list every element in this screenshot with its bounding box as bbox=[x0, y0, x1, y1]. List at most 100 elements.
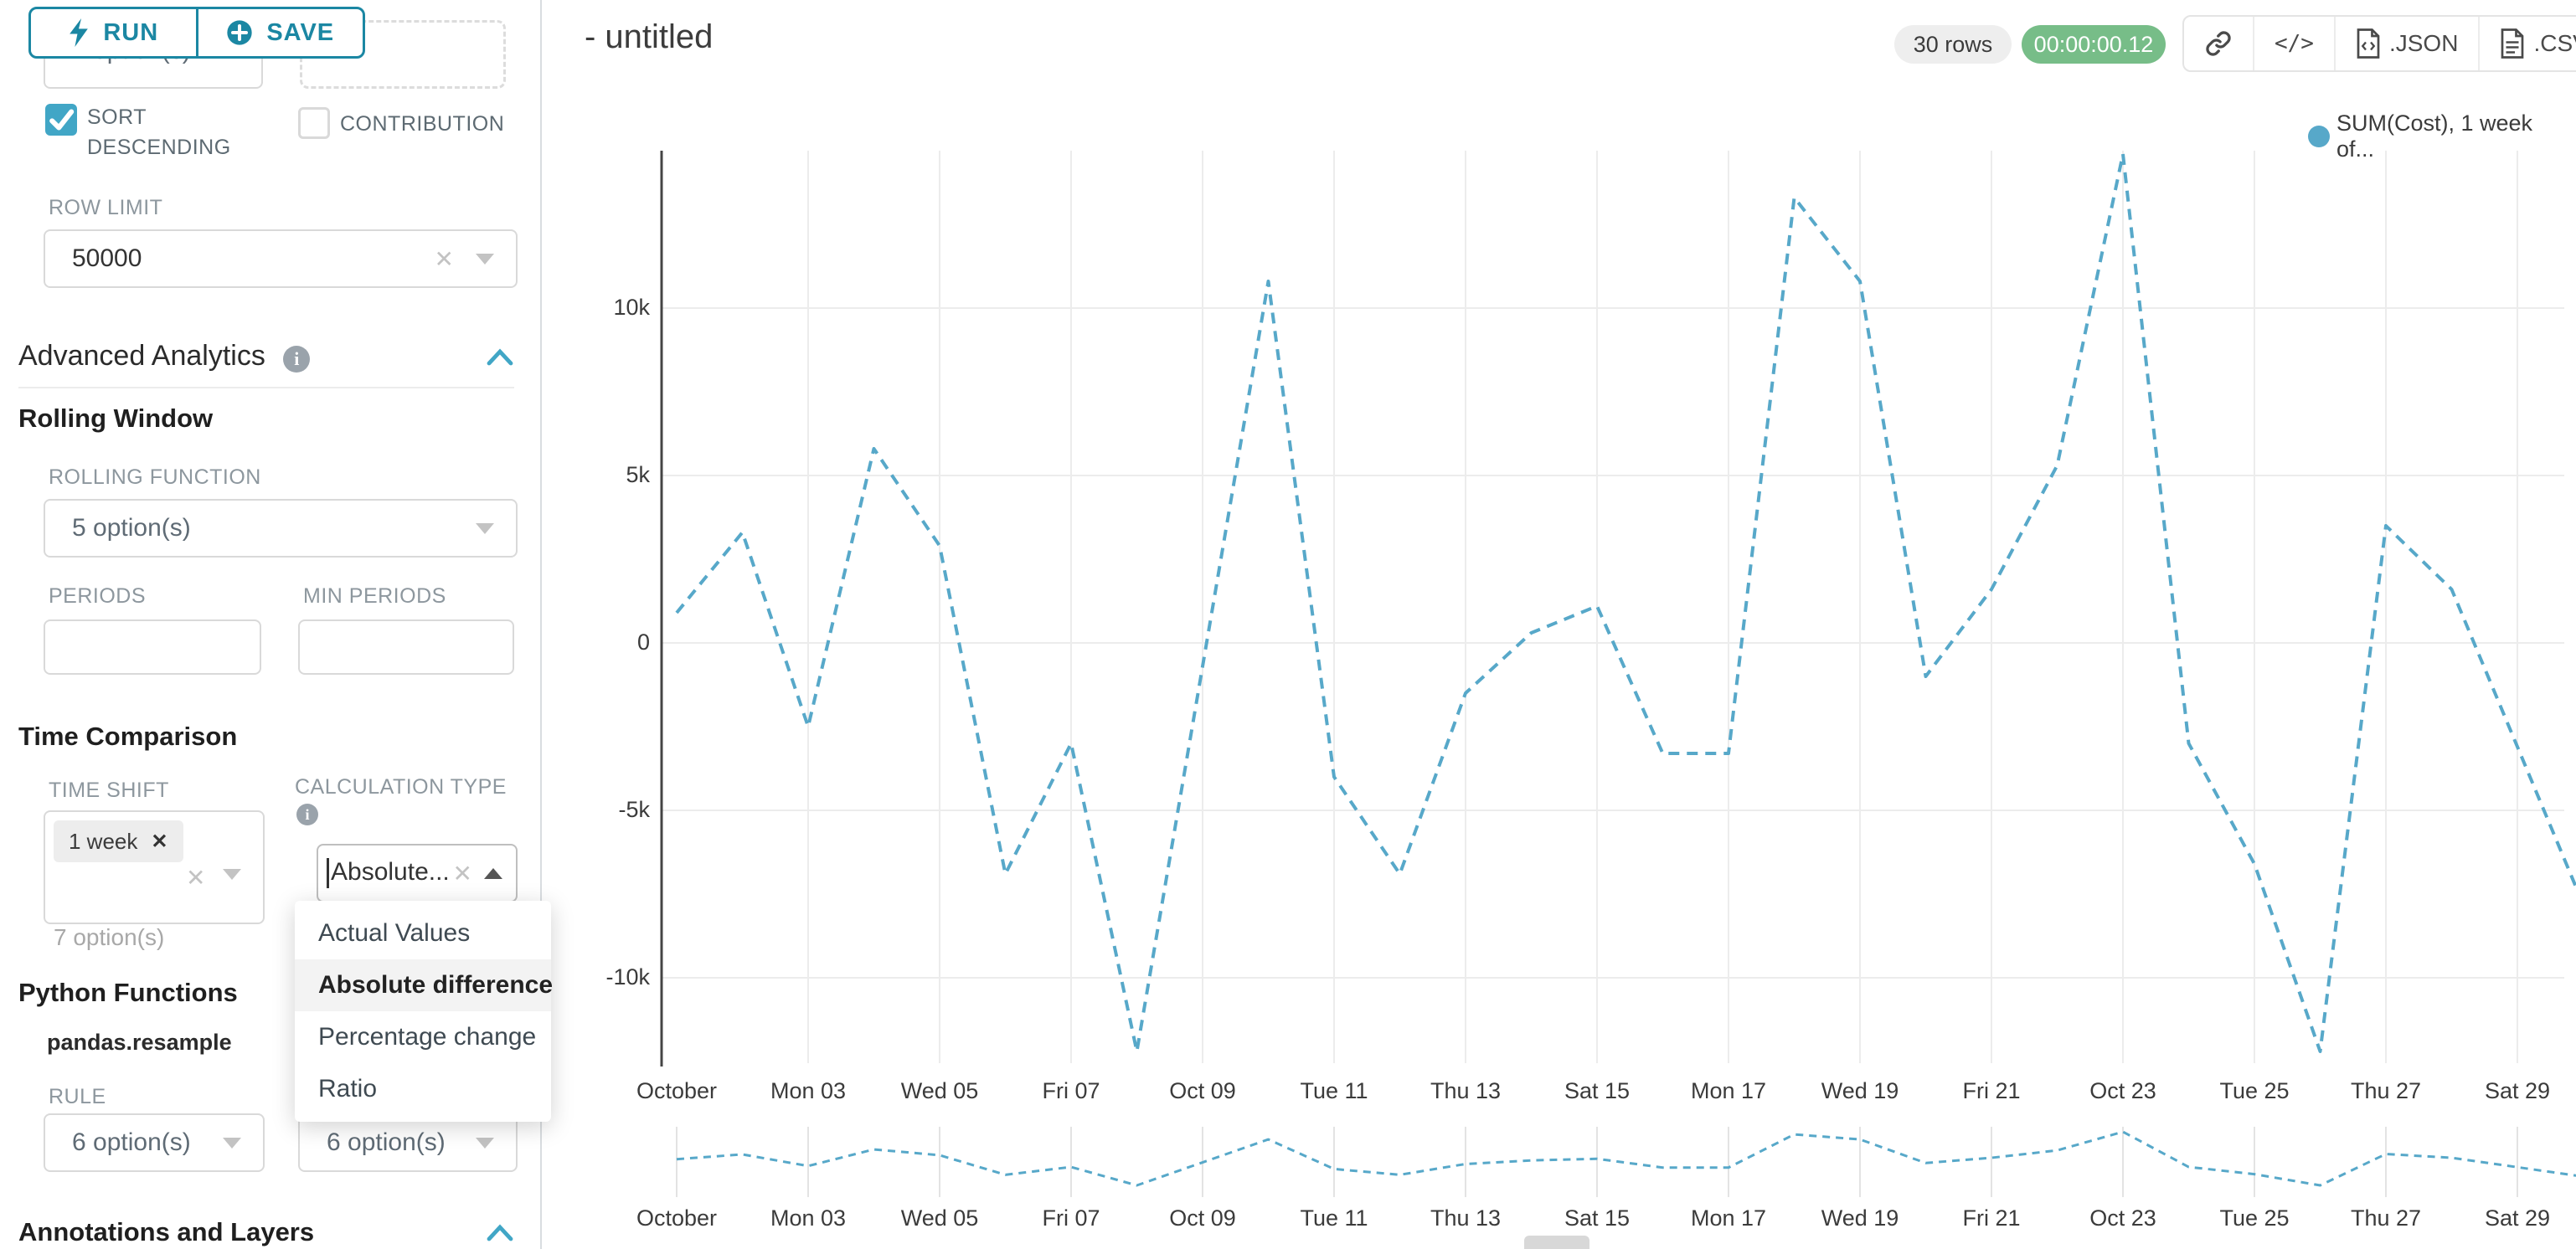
export-csv-label: .CSV bbox=[2533, 30, 2576, 56]
x-tick-label: Oct 09 bbox=[1169, 1205, 1236, 1231]
x-tick-label: Fri 07 bbox=[1042, 1205, 1100, 1231]
export-json-button[interactable]: .JSON bbox=[2333, 17, 2478, 70]
run-save-button-group: RUN SAVE bbox=[28, 7, 365, 59]
x-tick-label: Fri 21 bbox=[1962, 1078, 2021, 1103]
y-tick-label: 5k bbox=[626, 462, 650, 487]
resample-method-value: 6 option(s) bbox=[327, 1128, 446, 1156]
rolling-window-title: Rolling Window bbox=[18, 403, 214, 433]
section-divider bbox=[18, 387, 514, 388]
clear-icon[interactable]: ✕ bbox=[434, 245, 454, 272]
series-line bbox=[676, 1130, 2576, 1187]
periods-label: PERIODS bbox=[49, 584, 147, 608]
x-tick-label: Tue 11 bbox=[1300, 1078, 1368, 1103]
plus-circle-icon bbox=[227, 20, 252, 45]
dropdown-option[interactable]: Absolute difference bbox=[295, 959, 553, 1011]
advanced-analytics-header[interactable]: Advanced Analytics i bbox=[18, 340, 311, 373]
control-panel-sidebar: 7 option(s) RUN SAVE bbox=[0, 0, 553, 1249]
calculation-type-select[interactable]: Absolute... ✕ bbox=[317, 844, 518, 902]
chevron-down-icon[interactable] bbox=[476, 253, 494, 265]
python-functions-title: Python Functions bbox=[18, 978, 238, 1007]
y-tick-label: -10k bbox=[605, 964, 650, 989]
resample-method-select[interactable]: 6 option(s) bbox=[298, 1113, 518, 1172]
row-count-badge: 30 rows bbox=[1894, 25, 2012, 64]
chevron-up-icon[interactable] bbox=[486, 1224, 514, 1242]
x-tick-label: Fri 07 bbox=[1042, 1078, 1100, 1103]
x-tick-label: Thu 27 bbox=[2350, 1078, 2422, 1103]
remove-tag-icon[interactable]: ✕ bbox=[151, 830, 168, 853]
info-icon: i bbox=[296, 804, 318, 825]
dropdown-option[interactable]: Percentage change bbox=[318, 1023, 537, 1051]
row-limit-select[interactable]: 50000 ✕ bbox=[44, 229, 518, 288]
rolling-function-value: 5 option(s) bbox=[72, 514, 191, 542]
time-comparison-title: Time Comparison bbox=[18, 722, 238, 751]
save-button-label: SAVE bbox=[266, 18, 335, 46]
contribution-label: CONTRIBUTION bbox=[340, 112, 505, 136]
legend-series-label: SUM(Cost), 1 week of... bbox=[2336, 111, 2533, 162]
y-tick-label: 10k bbox=[613, 295, 650, 320]
rule-value: 6 option(s) bbox=[72, 1128, 191, 1156]
x-tick-label: Mon 17 bbox=[1690, 1205, 1767, 1231]
min-periods-input[interactable] bbox=[298, 619, 514, 675]
calculation-type-dropdown: Actual Values Absolute difference Percenta… bbox=[295, 901, 553, 1122]
x-tick-label: Tue 25 bbox=[2219, 1078, 2290, 1103]
series-line bbox=[675, 152, 2576, 1053]
save-button[interactable]: SAVE bbox=[198, 9, 363, 56]
copy-link-button[interactable] bbox=[2184, 17, 2253, 70]
x-tick-label: Oct 09 bbox=[1169, 1078, 1236, 1103]
row-limit-value: 50000 bbox=[72, 244, 142, 272]
calculation-type-label: CALCULATION TYPE bbox=[295, 775, 507, 799]
x-tick-label: October bbox=[636, 1205, 718, 1231]
x-tick-label: Oct 23 bbox=[2089, 1205, 2156, 1231]
x-tick-label: Fri 21 bbox=[1962, 1205, 2021, 1231]
sort-descending-checkbox[interactable] bbox=[45, 104, 77, 136]
x-tick-label: Tue 25 bbox=[2219, 1205, 2290, 1231]
run-button[interactable]: RUN bbox=[31, 9, 196, 56]
time-shift-tag[interactable]: 1 week ✕ bbox=[54, 820, 183, 862]
rolling-function-label: ROLLING FUNCTION bbox=[49, 465, 261, 489]
chevron-up-icon[interactable] bbox=[484, 867, 502, 879]
contribution-checkbox[interactable] bbox=[298, 107, 330, 139]
rule-select[interactable]: 6 option(s) bbox=[44, 1113, 265, 1172]
time-shift-label: TIME SHIFT bbox=[49, 779, 169, 802]
x-tick-label: Wed 19 bbox=[1821, 1205, 1899, 1231]
y-tick-label: 0 bbox=[636, 630, 650, 655]
export-csv-button[interactable]: .CSV bbox=[2478, 17, 2576, 70]
legend-series-dot bbox=[2308, 126, 2330, 147]
periods-input[interactable] bbox=[44, 619, 261, 675]
button-divider bbox=[195, 9, 198, 56]
x-tick-label: Thu 13 bbox=[1430, 1078, 1502, 1103]
clear-icon[interactable]: ✕ bbox=[186, 865, 206, 891]
sort-descending-label: SORT DESCENDING bbox=[87, 105, 231, 159]
chevron-up-icon[interactable] bbox=[486, 348, 514, 367]
rule-label: RULE bbox=[49, 1085, 106, 1108]
y-tick-label: -5k bbox=[618, 797, 650, 822]
run-button-label: RUN bbox=[103, 18, 159, 46]
x-tick-label: Thu 13 bbox=[1430, 1205, 1502, 1231]
chevron-down-icon[interactable] bbox=[476, 522, 494, 534]
x-tick-label: Wed 19 bbox=[1821, 1078, 1899, 1103]
annotations-layers-title: Annotations and Layers bbox=[18, 1217, 315, 1246]
clear-icon[interactable]: ✕ bbox=[452, 860, 472, 887]
view-query-button[interactable]: </> bbox=[2253, 17, 2334, 70]
scrollbar-thumb[interactable] bbox=[1524, 1236, 1589, 1249]
x-tick-label: Sat 29 bbox=[2484, 1205, 2551, 1231]
x-tick-label: Oct 23 bbox=[2089, 1078, 2156, 1103]
advanced-analytics-title: Advanced Analytics bbox=[18, 340, 265, 372]
chevron-down-icon[interactable] bbox=[476, 1137, 494, 1149]
time-shift-hint: 7 option(s) bbox=[54, 924, 165, 950]
calculation-type-value: Absolute... bbox=[331, 857, 450, 886]
x-tick-label: Mon 03 bbox=[770, 1205, 847, 1231]
dropdown-option[interactable]: Actual Values bbox=[318, 919, 471, 947]
export-json-label: .JSON bbox=[2388, 30, 2459, 56]
rolling-function-select[interactable]: 5 option(s) bbox=[44, 499, 518, 558]
dropdown-option[interactable]: Ratio bbox=[318, 1075, 378, 1103]
x-tick-label: Mon 17 bbox=[1690, 1078, 1767, 1103]
chevron-down-icon[interactable] bbox=[223, 1137, 241, 1149]
chart-legend[interactable]: SUM(Cost), 1 week of... bbox=[2308, 111, 2576, 162]
x-tick-label: Wed 05 bbox=[900, 1078, 979, 1103]
chevron-down-icon[interactable] bbox=[223, 869, 241, 880]
file-text-icon bbox=[2501, 28, 2524, 59]
chart-title[interactable]: - untitled bbox=[585, 18, 714, 55]
